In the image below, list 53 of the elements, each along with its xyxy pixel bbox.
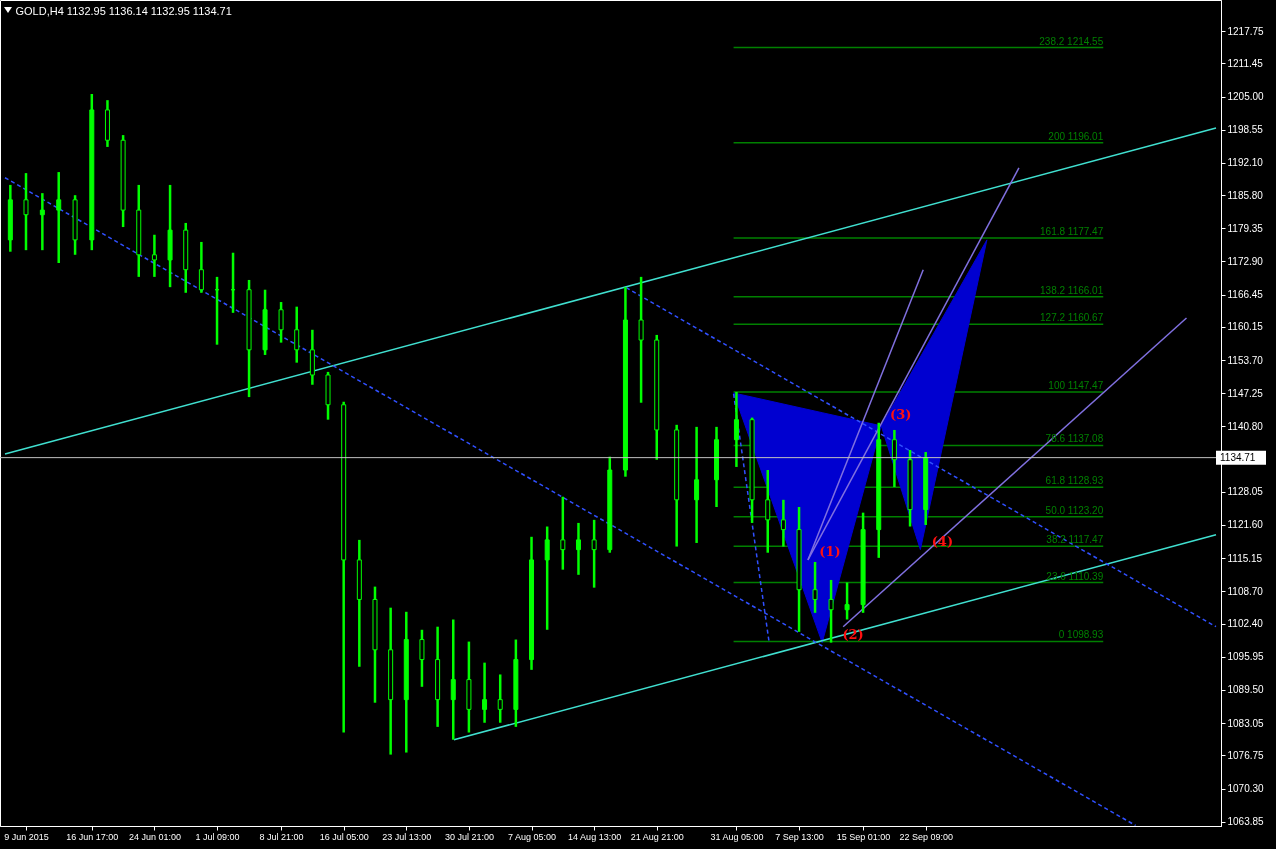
annotation: (1) xyxy=(819,543,841,559)
y-tick-label: 1102.40 xyxy=(1227,618,1264,630)
y-tick-label: 1185.80 xyxy=(1227,189,1264,201)
x-tick-label: 7 Sep 13:00 xyxy=(775,831,824,842)
y-tick-label: 1179.35 xyxy=(1227,222,1264,234)
y-tick-label: 1128.05 xyxy=(1227,486,1264,498)
series-label: 100 1147.47 xyxy=(1048,380,1104,392)
y-tick-label: 1115.15 xyxy=(1227,552,1263,564)
y-tick-label: 1211.45 xyxy=(1227,57,1264,69)
x-tick-label: 31 Aug 05:00 xyxy=(710,831,764,842)
y-tick-label: 1070.30 xyxy=(1227,783,1265,794)
y-tick-label: 1217.75 xyxy=(1227,25,1265,37)
y-tick-label: 1153.70 xyxy=(1227,354,1264,366)
y-tick-label: 1095.95 xyxy=(1227,651,1265,663)
x-tick-label: 22 Sep 09:00 xyxy=(899,831,953,842)
x-tick-label: 8 Jul 21:00 xyxy=(259,831,304,842)
x-tick-label: 16 Jul 05:00 xyxy=(319,831,369,842)
series-label: 38.2 1117.47 xyxy=(1046,534,1104,546)
x-tick-label: 30 Jul 21:00 xyxy=(444,831,494,842)
x-tick-label: 24 Jun 01:00 xyxy=(128,831,181,842)
y-tick-label: 1147.25 xyxy=(1227,387,1264,399)
x-tick-label: 9 Jun 2015 xyxy=(4,831,49,842)
y-tick-label: 1083.05 xyxy=(1227,717,1265,729)
x-tick-label: 21 Aug 21:00 xyxy=(630,831,684,842)
series-label: 161.8 1177.47 xyxy=(1040,225,1104,237)
y-tick-label: 1063.85 xyxy=(1227,816,1265,828)
y-tick-label: 1076.75 xyxy=(1227,749,1265,761)
series-label: 200 1196.01 xyxy=(1048,130,1104,142)
series-label: 0 1098.93 xyxy=(1058,629,1104,641)
ref-line-label: 1134.71 xyxy=(1220,451,1256,463)
y-tick-label: 1172.90 xyxy=(1227,255,1264,267)
y-tick-label: 1205.00 xyxy=(1227,91,1265,103)
y-tick-label: 1140.80 xyxy=(1227,420,1264,432)
y-tick-label: 1108.70 xyxy=(1227,585,1264,597)
series-label: 138.2 1166.01 xyxy=(1040,284,1104,296)
series-label: 127.2 1160.67 xyxy=(1040,312,1104,324)
series-label: 238.2 1214.55 xyxy=(1039,35,1104,47)
y-tick-label: 1089.50 xyxy=(1227,684,1265,696)
x-tick-label: 1 Jul 09:00 xyxy=(195,831,240,842)
x-tick-label: 23 Jul 13:00 xyxy=(382,831,432,842)
series-label: 50.0 1123.20 xyxy=(1045,504,1104,516)
y-tick-label: 1121.60 xyxy=(1227,519,1264,531)
x-tick-label: 16 Jun 17:00 xyxy=(66,831,119,842)
x-tick-label: 14 Aug 13:00 xyxy=(568,831,622,842)
y-tick-label: 1198.55 xyxy=(1227,124,1264,136)
x-tick-label: 7 Aug 05:00 xyxy=(508,831,557,842)
y-tick-label: 1160.15 xyxy=(1227,321,1264,333)
y-tick-label: 1192.10 xyxy=(1227,157,1264,169)
chart-title: GOLD,H4 1132.95 1136.14 1132.95 1134.71 xyxy=(15,5,232,17)
x-tick-label: 15 Sep 01:00 xyxy=(836,831,891,842)
annotation: (3) xyxy=(890,406,912,422)
series-label: 61.8 1128.93 xyxy=(1045,475,1104,487)
y-tick-label: 1166.45 xyxy=(1227,289,1264,301)
